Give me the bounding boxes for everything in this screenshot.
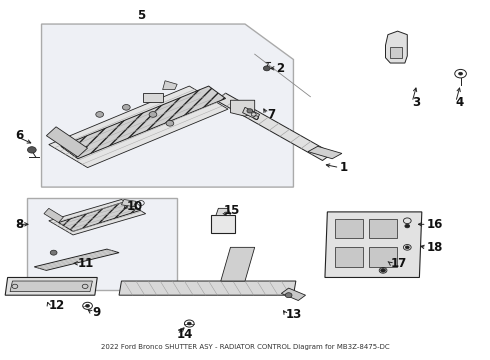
Text: 15: 15 (223, 204, 240, 217)
Polygon shape (386, 31, 407, 63)
Circle shape (405, 224, 410, 228)
Text: 12: 12 (49, 299, 65, 312)
Bar (368, 219, 396, 238)
Text: 18: 18 (427, 241, 443, 254)
Polygon shape (49, 86, 228, 168)
Polygon shape (10, 281, 93, 292)
Text: 7: 7 (267, 108, 275, 121)
Text: 11: 11 (78, 257, 94, 270)
Polygon shape (281, 288, 306, 301)
Polygon shape (49, 199, 146, 235)
Circle shape (50, 250, 57, 255)
Circle shape (149, 112, 157, 117)
Text: 8: 8 (15, 218, 23, 231)
Polygon shape (308, 146, 342, 159)
Text: 14: 14 (177, 328, 194, 341)
Polygon shape (243, 107, 260, 120)
Bar (27, 198, 177, 290)
Circle shape (86, 305, 90, 307)
Polygon shape (216, 208, 230, 215)
Text: 17: 17 (391, 257, 407, 270)
Text: 13: 13 (286, 308, 302, 321)
Text: 4: 4 (456, 95, 464, 108)
Bar (368, 247, 396, 267)
Circle shape (285, 293, 292, 298)
Text: 10: 10 (126, 200, 143, 213)
Polygon shape (163, 81, 177, 90)
Polygon shape (58, 201, 141, 231)
Polygon shape (143, 93, 163, 102)
Text: 3: 3 (412, 95, 420, 108)
Text: 5: 5 (137, 9, 145, 22)
Circle shape (405, 246, 409, 249)
Polygon shape (47, 127, 88, 157)
Polygon shape (119, 281, 296, 295)
Polygon shape (325, 212, 422, 278)
Text: 2: 2 (276, 62, 285, 75)
Polygon shape (211, 215, 235, 233)
Text: 6: 6 (15, 129, 23, 142)
Circle shape (122, 104, 130, 110)
Polygon shape (42, 24, 294, 187)
Polygon shape (61, 86, 225, 159)
Polygon shape (391, 47, 402, 58)
Polygon shape (34, 249, 119, 270)
Circle shape (247, 109, 253, 113)
Circle shape (187, 322, 191, 325)
Polygon shape (122, 199, 136, 207)
Polygon shape (216, 93, 332, 161)
Bar (335, 247, 363, 267)
Circle shape (264, 66, 270, 71)
Polygon shape (221, 247, 255, 281)
Text: 2022 Ford Bronco SHUTTER ASY - RADIATOR CONTROL Diagram for MB3Z-8475-DC: 2022 Ford Bronco SHUTTER ASY - RADIATOR … (100, 344, 390, 350)
Circle shape (96, 112, 103, 117)
Circle shape (459, 72, 463, 75)
Text: 16: 16 (427, 218, 443, 231)
Polygon shape (5, 278, 97, 295)
Polygon shape (44, 208, 63, 222)
Text: 9: 9 (93, 306, 100, 319)
Text: 1: 1 (340, 161, 347, 174)
Polygon shape (230, 100, 255, 116)
Circle shape (27, 147, 36, 153)
Bar (335, 219, 363, 238)
Circle shape (381, 269, 386, 272)
Circle shape (166, 121, 174, 126)
